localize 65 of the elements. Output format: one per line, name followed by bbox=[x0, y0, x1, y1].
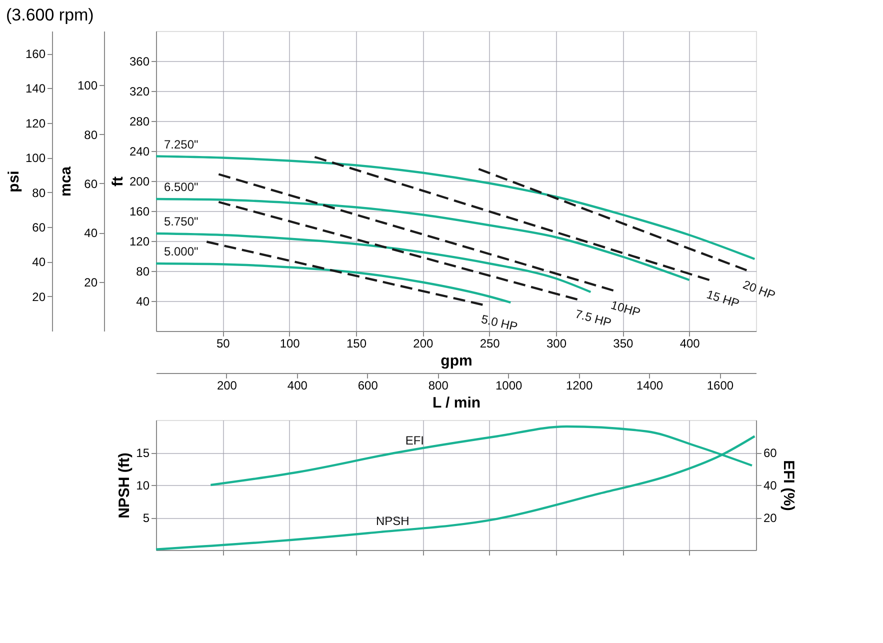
line-series bbox=[154, 198, 690, 282]
y-tick-label: 80 bbox=[136, 264, 150, 278]
x-tick-label: 400 bbox=[680, 336, 700, 350]
y-tick-label: 15 bbox=[136, 446, 150, 460]
x2-tick-label: 1400 bbox=[636, 378, 664, 392]
x-tick-label: 300 bbox=[546, 336, 567, 350]
x2-axis-title: L / min bbox=[432, 394, 481, 412]
x2-tick-label: 400 bbox=[287, 378, 308, 392]
series-label: NPSH bbox=[376, 514, 410, 528]
x-tick-label: 250 bbox=[480, 336, 500, 350]
y2-axis-title: psi bbox=[5, 170, 22, 192]
x-tick-label: 150 bbox=[346, 336, 367, 350]
y2-tick-label: 60 bbox=[764, 446, 778, 460]
text: 15 HP bbox=[704, 287, 742, 311]
text: 20 HP bbox=[741, 278, 778, 302]
series-label: 5.750" bbox=[164, 214, 198, 228]
y3-tick-label: 40 bbox=[84, 226, 98, 240]
y-tick-label: 280 bbox=[129, 114, 150, 128]
y-axis-title: ft bbox=[109, 176, 126, 186]
y-axis-title: NPSH (ft) bbox=[116, 452, 134, 518]
y3-tick-label: 100 bbox=[77, 78, 98, 93]
x-tick-label: 350 bbox=[613, 336, 634, 350]
series-label: 5.000" bbox=[164, 244, 198, 258]
series-label: 7.250" bbox=[164, 137, 198, 152]
y-tick-label: 360 bbox=[129, 54, 150, 68]
y2-tick-label: 20 bbox=[764, 511, 778, 525]
y2-tick-label: 20 bbox=[32, 290, 46, 304]
x2-tick-label: 800 bbox=[428, 378, 449, 392]
y3-tick-label: 20 bbox=[84, 275, 98, 290]
y2-tick-label: 40 bbox=[764, 478, 778, 492]
text: 5.0 HP bbox=[480, 312, 519, 334]
x-tick-label: 100 bbox=[280, 336, 300, 350]
y2-tick-label: 100 bbox=[25, 151, 46, 166]
y2-tick-label: 140 bbox=[25, 82, 46, 96]
line-series bbox=[154, 155, 756, 260]
y-tick-label: 320 bbox=[129, 84, 150, 98]
x2-tick-label: 1000 bbox=[495, 378, 522, 392]
y2-tick-label: 80 bbox=[32, 186, 46, 200]
series-label: EFI bbox=[405, 434, 424, 448]
y2-tick-label: 60 bbox=[32, 220, 46, 234]
x-tick-label: 50 bbox=[216, 336, 230, 350]
y2-tick-label: 120 bbox=[25, 116, 46, 130]
y-tick-label: 160 bbox=[129, 204, 150, 218]
y2-tick-label: 160 bbox=[25, 47, 46, 62]
x2-tick-label: 200 bbox=[216, 378, 238, 392]
x2-tick-label: 1600 bbox=[706, 378, 734, 392]
y3-tick-label: 60 bbox=[84, 176, 98, 191]
y-tick-label: 200 bbox=[129, 174, 150, 188]
line-series bbox=[154, 232, 592, 294]
y3-axis-title: mca bbox=[57, 166, 74, 197]
x2-tick-label: 1200 bbox=[566, 378, 593, 392]
y-tick-label: 10 bbox=[136, 478, 150, 492]
y-tick-label: 5 bbox=[142, 511, 150, 525]
y-tick-label: 40 bbox=[136, 294, 150, 308]
chart-title: (3.600 rpm) bbox=[6, 5, 94, 24]
line-series bbox=[154, 262, 512, 304]
y-tick-label: 120 bbox=[129, 234, 150, 248]
y-tick-label: 240 bbox=[129, 144, 150, 158]
y2-tick-label: 40 bbox=[32, 255, 46, 270]
y3-tick-label: 80 bbox=[84, 128, 98, 142]
x2-tick-label: 600 bbox=[358, 378, 378, 392]
series-label: 6.500" bbox=[164, 180, 198, 194]
x-axis-title: gpm bbox=[440, 352, 472, 370]
x-tick-label: 200 bbox=[413, 336, 434, 350]
y2-axis-title: EFI (%) bbox=[780, 460, 797, 511]
